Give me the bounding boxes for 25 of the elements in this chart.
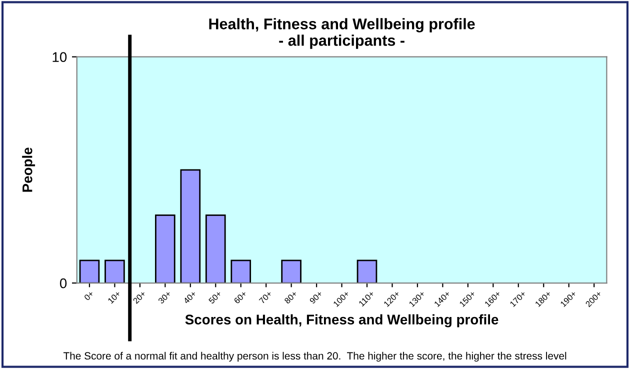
bar [356,260,378,284]
x-tick-label: 80+ [284,290,298,304]
x-tick-label: 10+ [108,290,121,304]
text: The Score of a normal fit and healthy person is less than 20. The higher the score, the higher the stress level [63,352,566,362]
chart-title: Health, Fitness and Wellbeing profile - all participants - [209,18,475,49]
x-tick-label: 50+ [208,290,222,304]
x-axis-title: Scores on Health, Fitness and Wellbeing profile [185,314,498,328]
bar [79,260,100,284]
x-tick-label: 70+ [258,290,272,304]
x-tick-label: 40+ [182,290,197,304]
x-tick-label: 60+ [234,290,248,304]
x-tick-label: 0+ [84,290,94,301]
bar [230,260,252,284]
bar [155,214,176,284]
bar [281,260,302,284]
x-tick-label: 90+ [309,290,323,304]
bar [104,260,125,284]
y-tick-label: 10 [52,52,67,62]
x-tick-label: 110+ [358,290,375,307]
x-tick-label: 30+ [158,290,172,304]
bar [205,214,226,284]
x-tick-label: 20+ [132,290,146,304]
bar [180,169,201,284]
y-axis-title: People [22,148,36,192]
y-tick-label: 0 [60,278,67,288]
